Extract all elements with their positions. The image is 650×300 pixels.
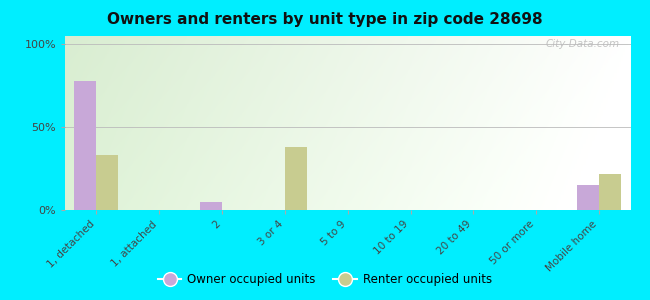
Bar <box>577 185 599 210</box>
Text: Owners and renters by unit type in zip code 28698: Owners and renters by unit type in zip c… <box>107 12 543 27</box>
Legend: Owner occupied units, Renter occupied units: Owner occupied units, Renter occupied un… <box>153 269 497 291</box>
Bar <box>74 81 96 210</box>
Bar <box>200 202 222 210</box>
Bar <box>96 155 118 210</box>
Bar <box>599 173 621 210</box>
Bar <box>285 147 307 210</box>
Text: City-Data.com: City-Data.com <box>545 40 619 50</box>
